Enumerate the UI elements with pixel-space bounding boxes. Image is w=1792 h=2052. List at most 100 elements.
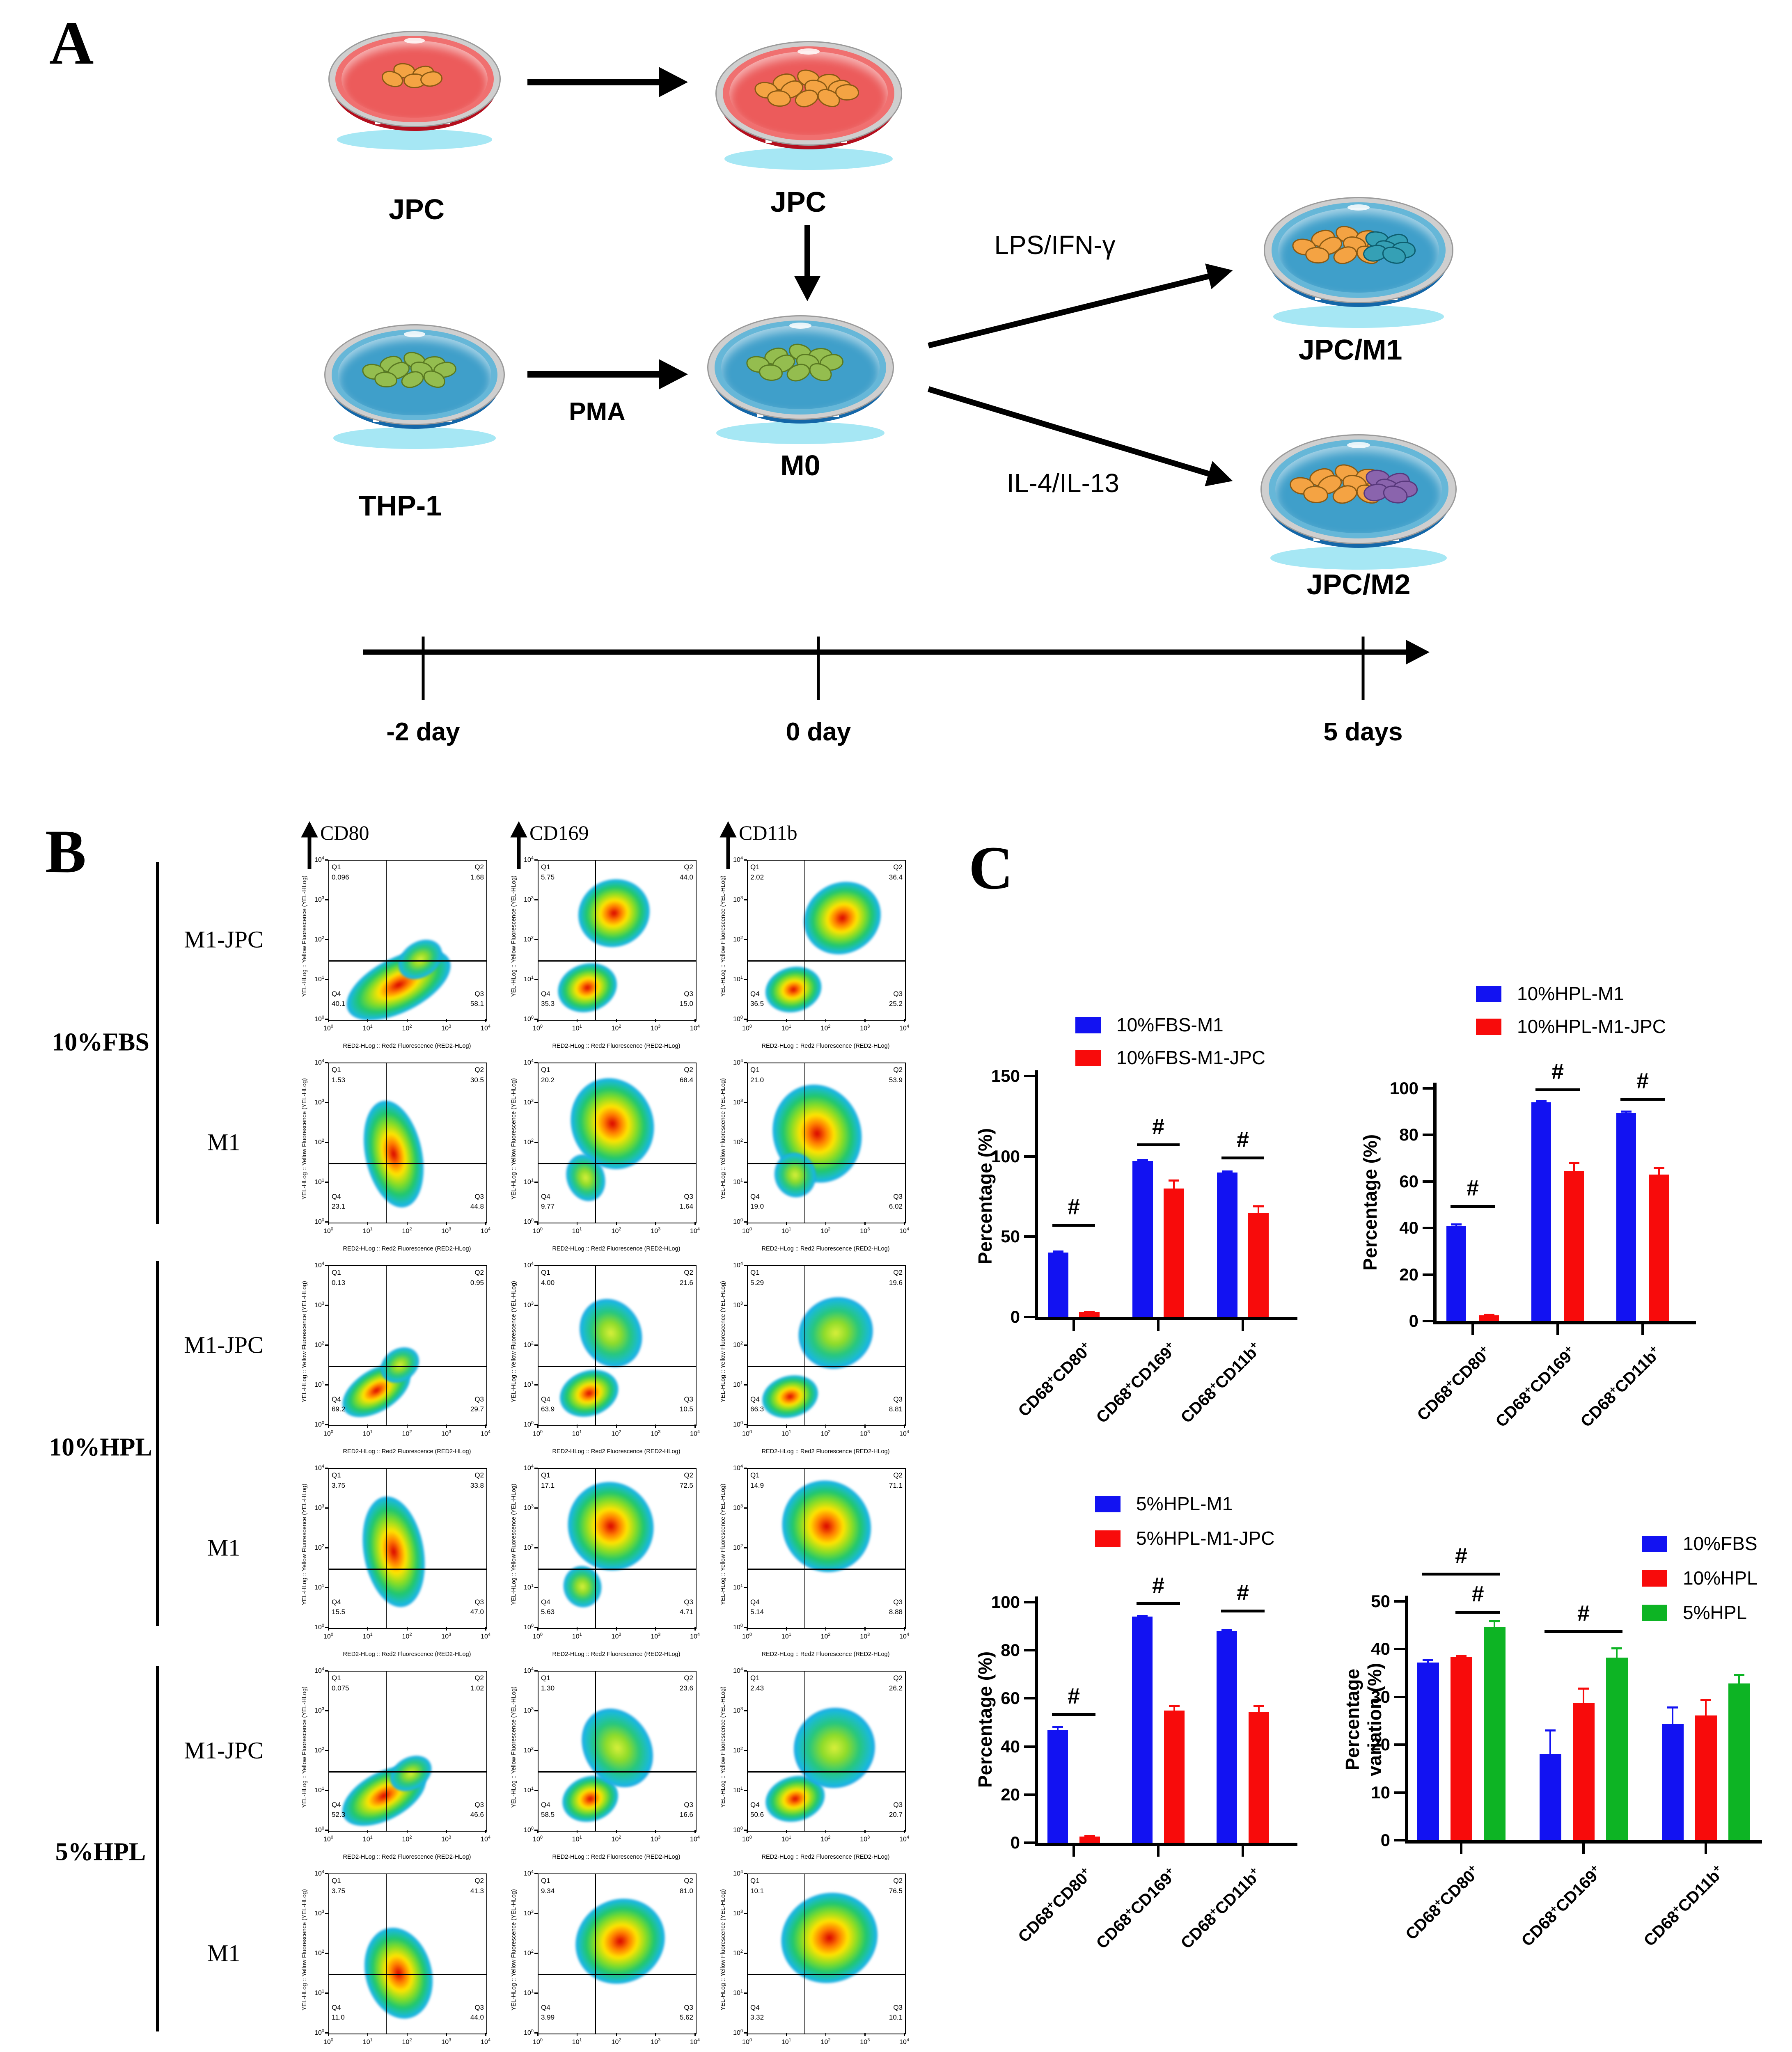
legend-label-10%FBS-M1-JPC: 10%FBS-M1-JPC xyxy=(1116,1047,1265,1068)
quadrant-hline xyxy=(748,1974,905,1975)
dish-base-glass xyxy=(337,129,492,150)
bar-10%HPL-M1-JPC-0 xyxy=(1479,1315,1499,1321)
flow-plot-10%HPL-M1-CD11b: YEL-HLog :: Yellow Fluorescence (YEL-HLo… xyxy=(715,1459,909,1663)
y-major-tick xyxy=(534,1547,538,1548)
quadrant-vline xyxy=(385,1672,387,1831)
x-major-tick xyxy=(576,1019,578,1022)
y-major-tick xyxy=(325,1062,328,1063)
y-tick-label: 104 xyxy=(524,1463,534,1472)
petri-dish-jpc-start xyxy=(328,31,501,158)
quadrant-q2: Q2 72.5 xyxy=(679,1471,693,1489)
y-tick-label: 102 xyxy=(314,1340,324,1349)
y-tick xyxy=(1024,1649,1035,1652)
quadrant-q2: Q2 1.68 xyxy=(470,863,484,881)
significance-hash: # xyxy=(1577,1601,1590,1626)
quadrant-q3: Q3 8.88 xyxy=(889,1598,903,1616)
x-tick-label: 100 xyxy=(323,1835,333,1843)
x-major-tick xyxy=(406,1830,408,1833)
col-header-CD11b: CD11b xyxy=(739,821,797,844)
flow-x-axis-name: RED2-HLog :: Red2 Fluorescence (RED2-HLo… xyxy=(343,1854,471,1860)
x-major-tick xyxy=(694,1830,696,1833)
error-bar-cap xyxy=(1137,1159,1148,1161)
y-tick-label: 100 xyxy=(314,1623,324,1631)
dish-highlight xyxy=(403,331,426,337)
x-tick-label: 104 xyxy=(899,1835,909,1843)
significance-line xyxy=(1137,1143,1180,1147)
y-major-tick xyxy=(325,2032,328,2034)
x-major-tick xyxy=(367,1830,369,1833)
quadrant-q3: Q3 8.81 xyxy=(889,1395,903,1413)
x-major-tick xyxy=(367,1222,369,1225)
y-tick-label: 100 xyxy=(314,1015,324,1023)
significance-line xyxy=(1545,1630,1622,1633)
timeline-label-1: 0 day xyxy=(786,718,851,746)
x-tick-label: 101 xyxy=(781,1429,791,1438)
significance-hash: # xyxy=(1471,1582,1484,1607)
quadrant-vline xyxy=(595,1874,596,2034)
x-tick-label: 101 xyxy=(362,1835,373,1843)
y-tick-label: 0 xyxy=(1380,1830,1390,1850)
legend-swatch-10%HPL-M1-JPC xyxy=(1476,1019,1501,1035)
flow-plot-box: Q1 0.096 Q2 1.68 Q4 40.1 Q3 58.1 xyxy=(328,860,487,1021)
dish-label-thp1: THP-1 xyxy=(358,490,442,522)
legend-swatch-5%HPL-M1 xyxy=(1095,1496,1121,1512)
flow-plot-box: Q1 2.02 Q2 36.4 Q4 36.5 Q3 25.2 xyxy=(747,860,906,1021)
dish-highlight xyxy=(404,37,425,44)
flow-plot-10%HPL-M1-JPC-CD80: YEL-HLog :: Yellow Fluorescence (YEL-HLo… xyxy=(296,1256,490,1461)
x-major-tick xyxy=(537,1830,539,1833)
y-tick-label: 100 xyxy=(733,2028,743,2037)
y-tick-label: 101 xyxy=(524,1583,534,1592)
y-major-tick xyxy=(744,1830,747,1831)
x-major-tick xyxy=(694,1627,696,1631)
x-tick-label: 100 xyxy=(742,1632,752,1640)
error-bar-cap xyxy=(1484,1313,1494,1316)
flow-plot-box: Q1 5.29 Q2 19.6 Q4 66.3 Q3 8.81 xyxy=(747,1265,906,1426)
quadrant-hline xyxy=(329,960,486,962)
y-tick-label: 101 xyxy=(314,975,324,983)
bar-10%HPL-M1-JPC-2 xyxy=(1649,1174,1669,1321)
quadrant-hline xyxy=(329,1974,486,1975)
bar-5%HPL-M1-2 xyxy=(1217,1631,1237,1843)
x-tick-label: 100 xyxy=(533,2038,543,2046)
quadrant-q4: Q4 5.63 xyxy=(541,1598,555,1616)
bar-5%HPL-M1-JPC-2 xyxy=(1249,1711,1269,1843)
bar-10%HPL-M1-2 xyxy=(1616,1113,1636,1321)
x-major-tick xyxy=(485,1222,486,1225)
dish-label-jpc-m1: JPC/M1 xyxy=(1298,334,1402,366)
y-major-tick xyxy=(534,1507,538,1509)
x-tick-label: 103 xyxy=(860,1024,870,1032)
x-group-tick xyxy=(1242,1846,1244,1857)
x-tick-label: 100 xyxy=(742,2038,752,2046)
y-tick-label: 103 xyxy=(733,1098,743,1106)
y-major-tick xyxy=(325,1670,328,1672)
y-major-tick xyxy=(534,1670,538,1672)
x-major-tick xyxy=(655,1222,656,1225)
x-tick-label: 101 xyxy=(572,1835,582,1843)
x-tick-label: 104 xyxy=(690,1227,700,1235)
quadrant-q1: Q1 20.2 xyxy=(541,1066,555,1084)
x-major-tick xyxy=(694,1019,696,1022)
y-tick-label: 103 xyxy=(524,1503,534,1512)
x-major-tick xyxy=(485,1830,486,1833)
quadrant-q1: Q1 0.13 xyxy=(332,1269,346,1287)
y-tick-label: 102 xyxy=(524,1543,534,1552)
x-major-tick xyxy=(537,1222,539,1225)
y-major-tick xyxy=(744,1182,747,1183)
y-tick-label: 103 xyxy=(733,895,743,904)
quadrant-q2: Q2 36.4 xyxy=(889,863,903,881)
y-tick-label: 100 xyxy=(314,2028,324,2037)
x-tick-label: 104 xyxy=(481,1632,490,1640)
x-major-tick xyxy=(446,1019,447,1022)
y-major-tick xyxy=(325,1142,328,1143)
y-axis xyxy=(1405,1596,1408,1840)
x-tick-label: 102 xyxy=(402,2038,412,2046)
y-major-tick xyxy=(744,1221,747,1223)
y-tick-label: 100 xyxy=(991,1146,1020,1166)
legend-swatch-5%HPL-M1-JPC xyxy=(1095,1530,1121,1547)
bar-10%HPL-1 xyxy=(1572,1702,1595,1840)
timeline-label-2: 5 days xyxy=(1323,718,1403,746)
x-tick-label: 103 xyxy=(860,2038,870,2046)
quadrant-vline xyxy=(804,1874,806,2034)
y-tick-label: 102 xyxy=(524,935,534,944)
error-bar-stem xyxy=(1705,1699,1707,1716)
